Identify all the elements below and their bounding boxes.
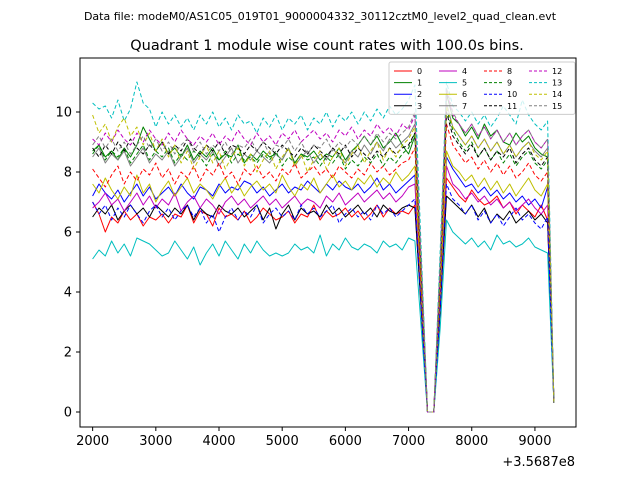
legend-box [388,61,576,115]
series-layer [92,81,555,413]
legend-label-4: 4 [462,67,467,76]
series-line-10 [92,183,555,413]
x-tick-label: 7000 [392,434,425,449]
x-offset-label: +3.5687e8 [502,455,575,470]
legend-label-0: 0 [417,67,422,76]
legend-label-7: 7 [462,102,467,111]
series-line-6 [92,150,555,413]
legend-label-1: 1 [417,79,422,88]
legend-label-10: 10 [507,90,517,99]
legend-label-3: 3 [417,102,422,111]
legend-label-13: 13 [552,79,562,88]
x-tick-label: 6000 [329,434,362,449]
series-line-0 [92,177,555,413]
legend-label-14: 14 [552,90,562,99]
x-axis: 2000 3000 4000 5000 6000 7000 8000 9000 [76,427,551,449]
y-tick-label: 2 [64,346,72,361]
legend-label-2: 2 [417,90,422,99]
legend-label-6: 6 [462,90,467,99]
y-axis: 0 2 4 6 8 10 [55,106,80,421]
y-tick-label: 4 [64,286,72,301]
series-line-14 [92,105,555,413]
x-tick-label: 2000 [76,434,109,449]
series-line-12 [92,90,555,413]
y-tick-label: 8 [64,166,72,181]
x-tick-label: 5000 [266,434,299,449]
series-line-3 [92,195,555,413]
series-line-5 [92,219,555,413]
x-tick-label: 8000 [455,434,488,449]
plot-frame [79,57,577,428]
series-line-9 [92,108,555,413]
legend-label-15: 15 [552,102,562,111]
legend-label-11: 11 [507,102,517,111]
y-tick-label: 0 [64,406,72,421]
series-line-2 [92,156,555,413]
series-line-15 [92,87,555,413]
x-tick-label: 9000 [518,434,551,449]
series-line-4 [92,165,555,413]
y-tick-label: 10 [55,106,72,121]
plot-area [79,57,577,428]
data-file-note: Data file: modeM0/AS1C05_019T01_90000043… [84,10,557,23]
series-line-8 [92,123,555,413]
x-tick-label: 3000 [139,434,172,449]
series-line-11 [92,111,555,413]
chart-title: Quadrant 1 module wise count rates with … [130,38,524,54]
legend-label-5: 5 [462,79,467,88]
legend-label-8: 8 [507,67,512,76]
y-tick-label: 6 [64,226,72,241]
x-tick-label: 4000 [202,434,235,449]
legend-label-9: 9 [507,79,512,88]
legend-label-12: 12 [552,67,562,76]
